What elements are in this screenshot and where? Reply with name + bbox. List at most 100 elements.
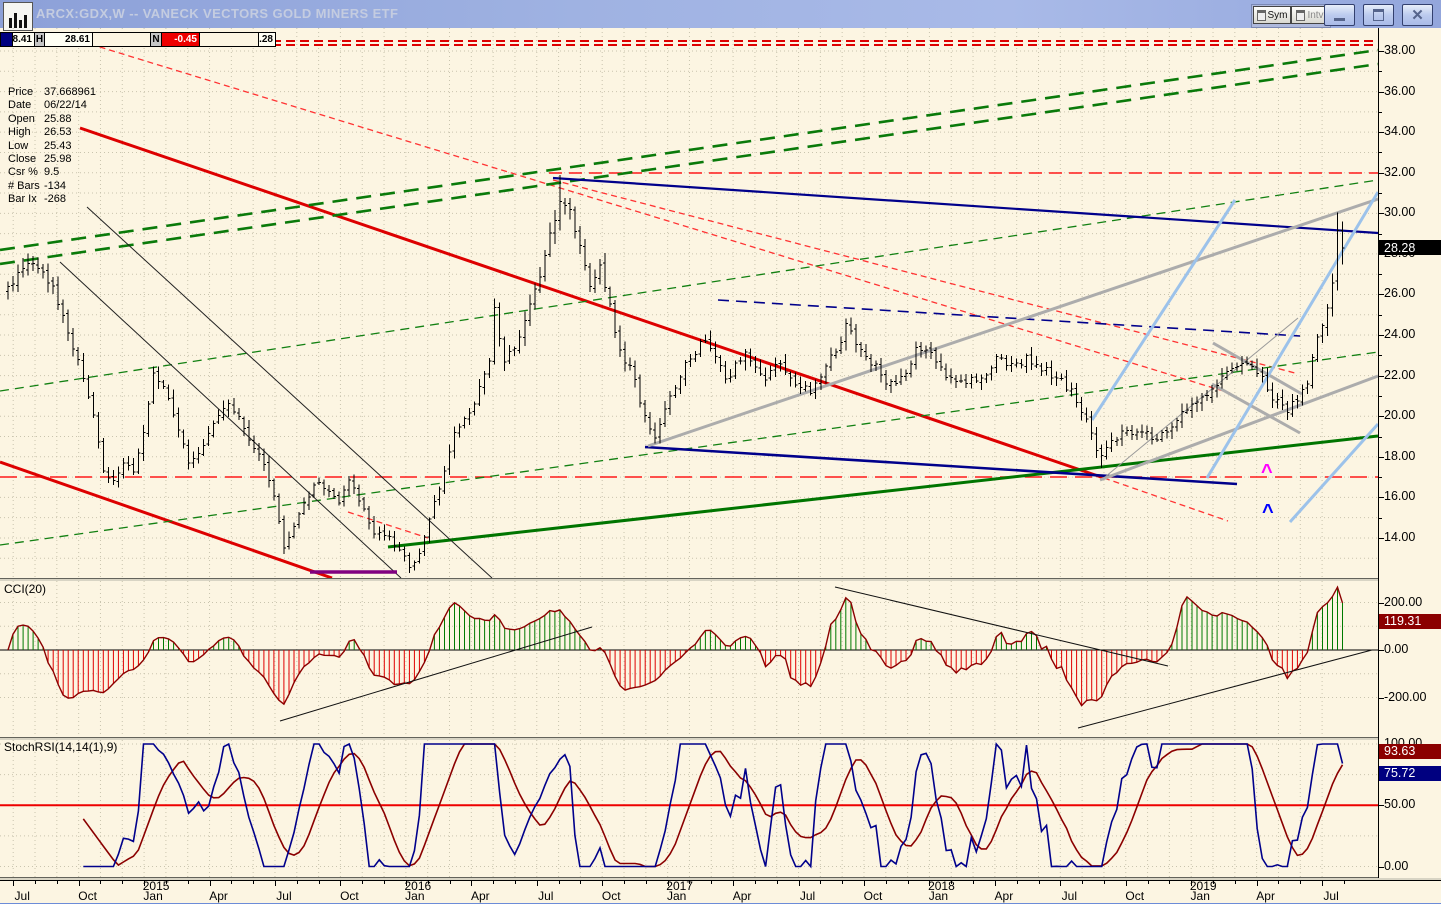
trend-line[interactable]	[0, 62, 1378, 266]
trend-line[interactable]	[717, 299, 1301, 337]
stochrsi-fast-line	[83, 742, 1344, 869]
time-axis-label: Jul	[1323, 889, 1339, 903]
trend-line[interactable]	[644, 445, 1238, 486]
axis-tick	[1379, 335, 1384, 337]
time-tick	[253, 881, 255, 884]
trend-line[interactable]	[1211, 382, 1301, 435]
trend-line[interactable]	[1288, 422, 1378, 524]
trend-line[interactable]	[86, 206, 493, 578]
quote-cell	[0, 32, 13, 47]
time-tick	[776, 881, 778, 884]
trend-line[interactable]	[1103, 477, 1229, 522]
time-axis-label: Jul	[1061, 889, 1077, 903]
trend-line[interactable]	[1099, 374, 1378, 482]
time-tick	[863, 881, 865, 886]
intv-button[interactable]: Intv	[1291, 6, 1329, 24]
time-tick	[100, 881, 102, 884]
info-label: Low	[8, 139, 29, 152]
axis-label: 32.00	[1384, 164, 1416, 179]
cci-panel-label: CCI(20)	[4, 582, 47, 596]
axis-label: 200.00	[1384, 594, 1423, 609]
ohlc-bars	[6, 174, 1345, 574]
cursor-info-panel: Price 37.668961 Date 06/22/14 Open 25.88 High 2…	[8, 86, 96, 207]
cci-value-badge: 119.31	[1379, 613, 1441, 629]
quote-cell	[93, 32, 151, 47]
time-axis[interactable]: Jul Oct Jan 2015 Apr Jul Oct Jan 2016 Apr Jul Oct Ja…	[0, 879, 1441, 903]
main-price-chart[interactable]: ^^	[0, 28, 1378, 578]
time-axis-year: 2016	[404, 879, 432, 893]
trend-line[interactable]	[834, 586, 1169, 667]
cci-outline	[7, 585, 1344, 707]
info-value: -134	[44, 179, 67, 192]
time-tick	[13, 881, 15, 886]
time-axis-label: Jan	[1190, 889, 1210, 903]
trend-line[interactable]	[1090, 199, 1237, 421]
info-value: 25.43	[44, 139, 72, 152]
axis-tick	[1379, 213, 1384, 215]
maximize-button[interactable]	[1363, 4, 1394, 26]
axis-label: 26.00	[1384, 286, 1416, 301]
close-button[interactable]: ✕	[1402, 4, 1433, 26]
trend-line[interactable]	[1205, 191, 1378, 479]
time-axis-label: Apr	[732, 889, 752, 903]
time-tick	[536, 881, 538, 886]
time-tick	[296, 881, 298, 884]
trend-line[interactable]	[347, 511, 429, 539]
info-label: Bar Ix	[8, 193, 37, 206]
axis-tick	[1379, 517, 1382, 519]
minimize-button[interactable]	[1324, 4, 1355, 26]
trend-line[interactable]	[59, 261, 402, 578]
time-axis-label: Oct	[78, 889, 97, 903]
time-tick	[56, 881, 58, 884]
info-label: Csr %	[8, 166, 38, 179]
time-tick	[929, 881, 931, 886]
time-tick	[405, 881, 407, 886]
axis-tick	[1379, 233, 1382, 235]
quote-cell: -0.45	[162, 32, 200, 47]
trend-line[interactable]	[387, 434, 1378, 549]
time-tick	[1016, 881, 1018, 884]
time-tick	[362, 881, 364, 884]
time-tick	[144, 881, 146, 886]
price-axis[interactable]: 28.28 119.31 93.63 75.72 38.00 36.00 34.00…	[1378, 28, 1441, 878]
trend-line[interactable]	[647, 197, 1378, 448]
trend-line[interactable]	[79, 126, 1105, 480]
info-value: 9.5	[44, 166, 60, 179]
time-tick	[1300, 881, 1302, 884]
stochrsi-indicator-chart[interactable]	[0, 740, 1378, 878]
axis-tick	[1379, 416, 1384, 418]
time-axis-label: Jul	[799, 889, 816, 903]
panel-separator[interactable]	[0, 877, 1441, 880]
panel-separator[interactable]	[0, 578, 1441, 581]
axis-tick	[1379, 375, 1384, 377]
info-row: Bar Ix -268	[8, 193, 96, 206]
trend-line[interactable]	[89, 43, 1231, 394]
time-tick	[1169, 881, 1171, 884]
time-tick	[1256, 881, 1258, 886]
trend-line[interactable]	[552, 176, 1378, 235]
panel-separator[interactable]	[0, 737, 1441, 740]
title-bar[interactable]: ARCX:GDX,W -- VANECK VECTORS GOLD MINERS…	[0, 0, 1441, 31]
quote-bar: 8.41 H 28.61 N -0.45 .28	[0, 32, 276, 47]
quote-cell: .28	[259, 32, 276, 47]
trend-line[interactable]	[0, 460, 333, 578]
trend-line[interactable]	[0, 179, 1378, 392]
signal-arrow-icon: ^	[1262, 501, 1274, 523]
time-axis-year: 2018	[928, 879, 955, 893]
trend-line[interactable]	[279, 626, 593, 722]
trend-line[interactable]	[552, 179, 1296, 374]
time-tick	[711, 881, 713, 884]
info-row: Close 25.98	[8, 153, 96, 166]
time-tick	[754, 881, 756, 884]
time-tick	[624, 881, 626, 884]
sym-button[interactable]: Sym	[1253, 6, 1291, 24]
cci-indicator-chart[interactable]	[0, 581, 1378, 737]
time-axis-label: Jul	[14, 889, 30, 903]
trend-line[interactable]	[1077, 649, 1373, 729]
time-tick	[951, 881, 953, 884]
trend-line[interactable]	[0, 48, 1378, 252]
time-axis-label: Jul	[276, 889, 292, 903]
time-tick	[820, 881, 822, 884]
time-axis-year: 2019	[1189, 879, 1217, 893]
